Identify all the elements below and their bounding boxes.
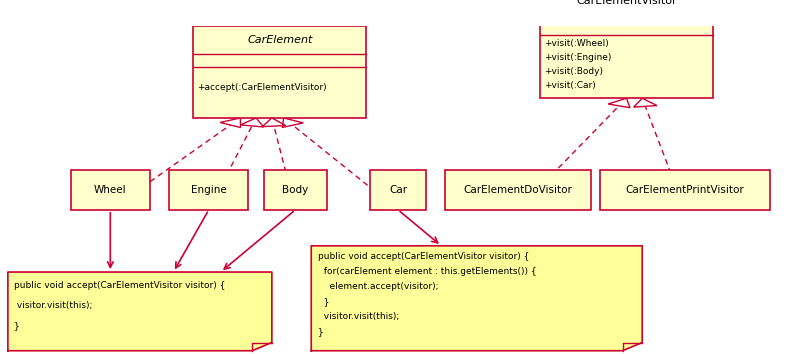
Text: CarElementVisitor: CarElementVisitor xyxy=(576,0,677,6)
FancyBboxPatch shape xyxy=(600,170,770,210)
FancyBboxPatch shape xyxy=(370,170,426,210)
Polygon shape xyxy=(8,272,272,351)
Text: element.accept(visitor);: element.accept(visitor); xyxy=(318,282,438,291)
Text: visitor.visit(this);: visitor.visit(this); xyxy=(318,312,399,321)
Text: CarElementDoVisitor: CarElementDoVisitor xyxy=(463,185,573,195)
Text: +visit(:Engine): +visit(:Engine) xyxy=(544,53,611,62)
Text: +visit(:Body): +visit(:Body) xyxy=(544,67,603,76)
Text: }: } xyxy=(318,327,323,336)
Text: Wheel: Wheel xyxy=(94,185,127,195)
Text: }: } xyxy=(14,321,20,330)
Text: public void accept(CarElementVisitor visitor) {: public void accept(CarElementVisitor vis… xyxy=(14,281,225,290)
Text: +visit(:Car): +visit(:Car) xyxy=(544,81,596,90)
Text: Engine: Engine xyxy=(191,185,227,195)
Text: +accept(:CarElementVisitor): +accept(:CarElementVisitor) xyxy=(197,83,326,92)
Polygon shape xyxy=(311,246,642,351)
Text: Car: Car xyxy=(388,185,407,195)
FancyBboxPatch shape xyxy=(193,26,366,118)
Text: +visit(:Wheel): +visit(:Wheel) xyxy=(544,39,608,48)
Text: public void accept(CarElementVisitor visitor) {: public void accept(CarElementVisitor vis… xyxy=(318,252,529,261)
Text: CarElementPrintVisitor: CarElementPrintVisitor xyxy=(626,185,745,195)
Text: Body: Body xyxy=(282,185,309,195)
Text: }: } xyxy=(318,297,329,306)
Text: visitor.visit(this);: visitor.visit(this); xyxy=(14,301,92,310)
FancyBboxPatch shape xyxy=(264,170,327,210)
Text: CarElement: CarElement xyxy=(247,35,312,45)
Text: for(carElement element : this.getElements()) {: for(carElement element : this.getElement… xyxy=(318,267,536,276)
FancyBboxPatch shape xyxy=(445,170,591,210)
FancyBboxPatch shape xyxy=(71,170,150,210)
FancyBboxPatch shape xyxy=(540,0,713,98)
FancyBboxPatch shape xyxy=(169,170,248,210)
